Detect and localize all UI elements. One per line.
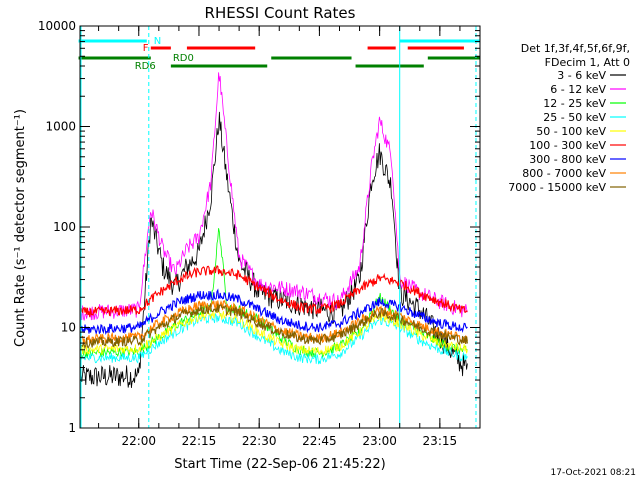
x-tick-label-3: 22:45 [302, 434, 337, 448]
legend-label-6: 300 - 800 keV [529, 153, 606, 166]
series-line-5 [80, 265, 468, 318]
series-lines [80, 72, 468, 389]
legend-label-4: 50 - 100 keV [536, 125, 606, 138]
legend-label-0: 3 - 6 keV [557, 69, 606, 82]
y-tick-label-3: 1000 [45, 120, 76, 134]
y-tick-label-2: 100 [53, 220, 76, 234]
legend-label-5: 100 - 300 keV [529, 139, 606, 152]
legend-label-2: 12 - 25 keV [543, 97, 606, 110]
x-axis-label: Start Time (22-Sep-06 21:45:22) [174, 457, 385, 472]
series-line-0 [80, 111, 468, 389]
legend: Det 1f,3f,4f,5f,6f,9f,FDecim 1, Att 03 -… [508, 42, 630, 194]
x-tick-label-5: 23:15 [423, 434, 458, 448]
series-line-8 [80, 302, 468, 350]
flag-label-rd0: RD0 [173, 53, 194, 64]
chart-title: RHESSI Count Rates [205, 4, 356, 22]
legend-header-0: Det 1f,3f,4f,5f,6f,9f, [521, 42, 630, 55]
y-axis-label: Count Rate (s⁻¹ detector segment⁻¹) [13, 109, 28, 347]
legend-header-1: FDecim 1, Att 0 [545, 56, 630, 69]
x-tick-label-1: 22:15 [182, 434, 217, 448]
legend-label-1: 6 - 12 keV [550, 83, 606, 96]
series-line-1 [80, 72, 468, 321]
x-tick-label-0: 22:00 [121, 434, 156, 448]
series-line-3 [80, 312, 468, 365]
flag-label-n: N [154, 36, 161, 47]
x-tick-label-4: 23:00 [362, 434, 397, 448]
legend-label-3: 25 - 50 keV [543, 111, 606, 124]
y-tick-label-0: 1 [68, 421, 76, 435]
flag-label-f: F [143, 43, 149, 54]
y-tick-label-1: 10 [61, 321, 76, 335]
series-line-6 [80, 288, 468, 336]
legend-label-7: 800 - 7000 keV [522, 167, 606, 180]
axes: 1 10 100 1000 10000 22:00 22:15 22:30 22:45 23:00… [38, 19, 481, 448]
x-tick-label-2: 22:30 [242, 434, 277, 448]
legend-label-8: 7000 - 15000 keV [508, 181, 606, 194]
y-tick-label-4: 10000 [38, 19, 76, 33]
footer-timestamp: 17-Oct-2021 08:21 [551, 468, 636, 478]
flag-label-rd6: RD6 [135, 61, 156, 72]
flag-bars: NF RD0 RD6 [78, 36, 480, 72]
